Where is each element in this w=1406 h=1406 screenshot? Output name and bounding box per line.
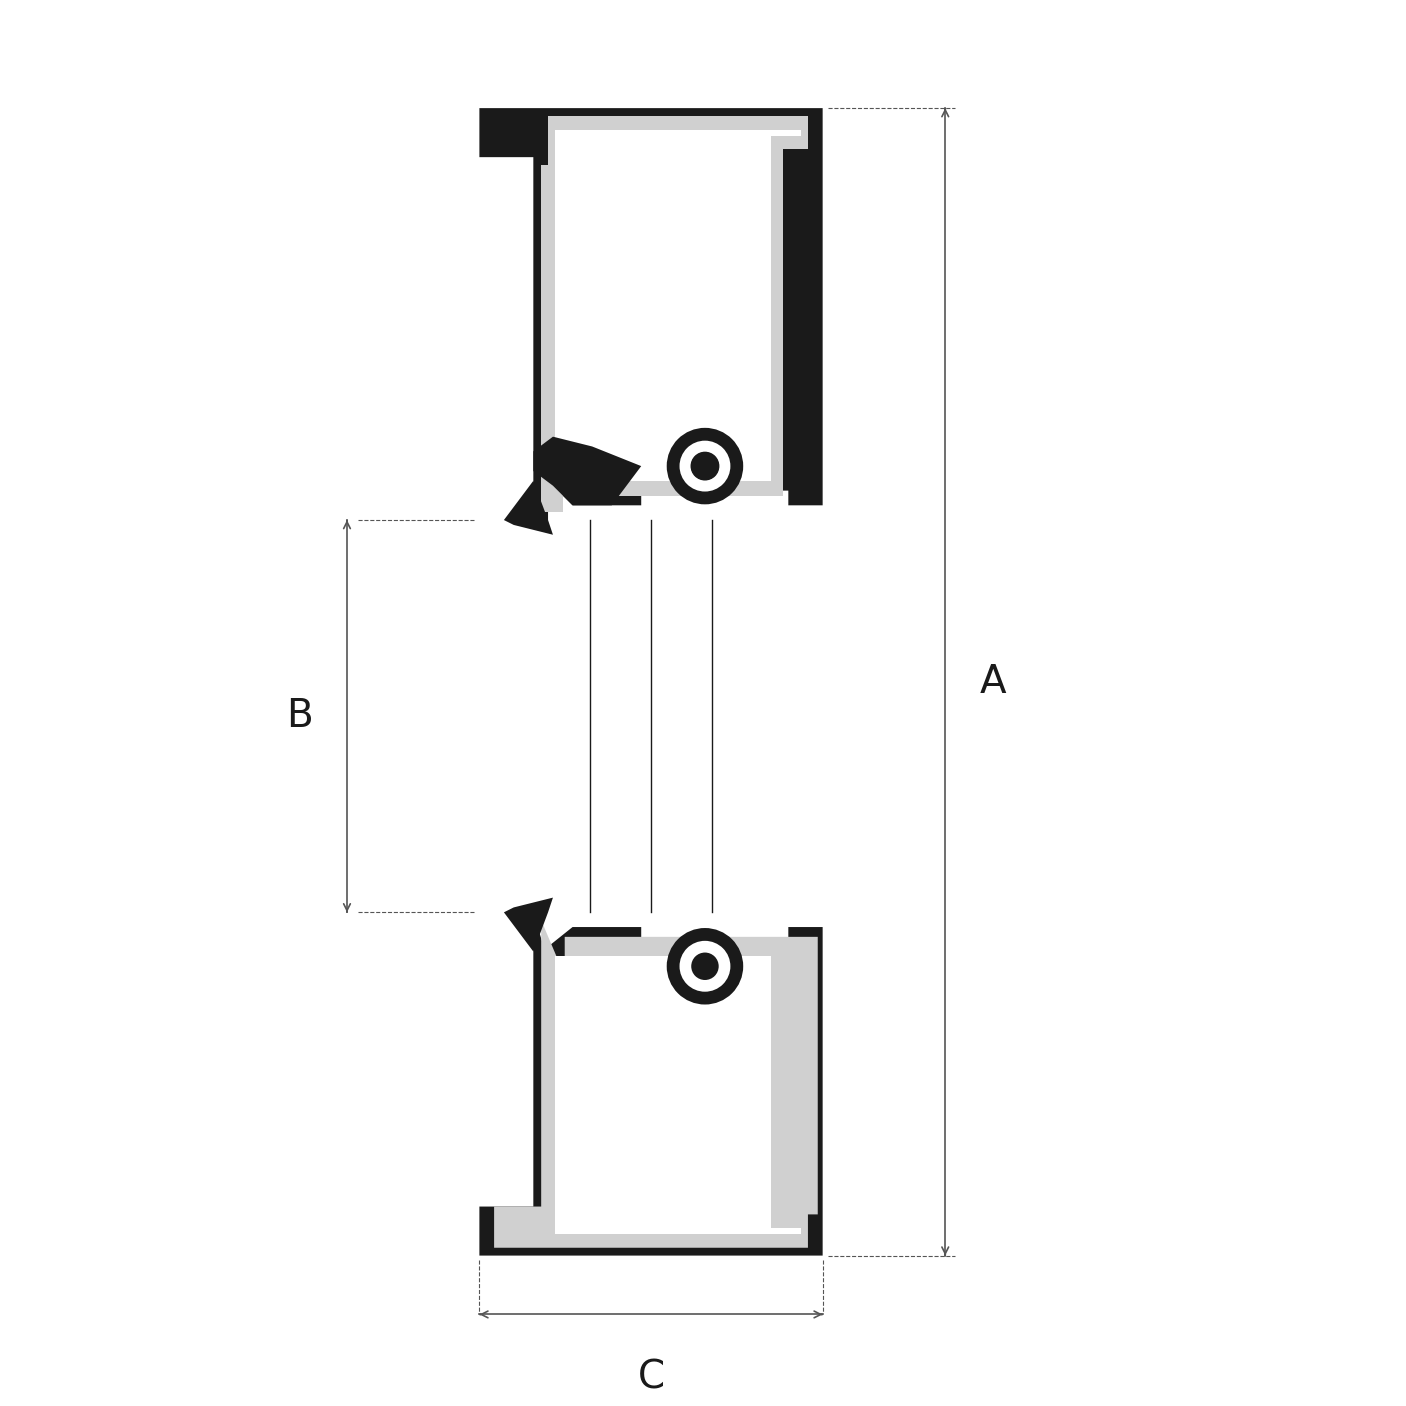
Polygon shape xyxy=(555,129,801,481)
Circle shape xyxy=(679,440,731,492)
Polygon shape xyxy=(479,912,823,1256)
Circle shape xyxy=(692,952,718,980)
Polygon shape xyxy=(503,897,553,952)
Polygon shape xyxy=(503,481,553,534)
Polygon shape xyxy=(533,437,641,505)
Circle shape xyxy=(692,453,718,479)
Text: A: A xyxy=(980,662,1007,700)
Circle shape xyxy=(666,427,744,505)
Circle shape xyxy=(679,939,731,993)
Text: C: C xyxy=(637,1358,665,1396)
Polygon shape xyxy=(555,956,801,1234)
Polygon shape xyxy=(494,920,818,1247)
Polygon shape xyxy=(541,115,808,512)
Text: B: B xyxy=(285,697,312,735)
Circle shape xyxy=(679,440,731,492)
Polygon shape xyxy=(479,108,823,520)
Circle shape xyxy=(666,928,744,1004)
Circle shape xyxy=(692,453,718,479)
